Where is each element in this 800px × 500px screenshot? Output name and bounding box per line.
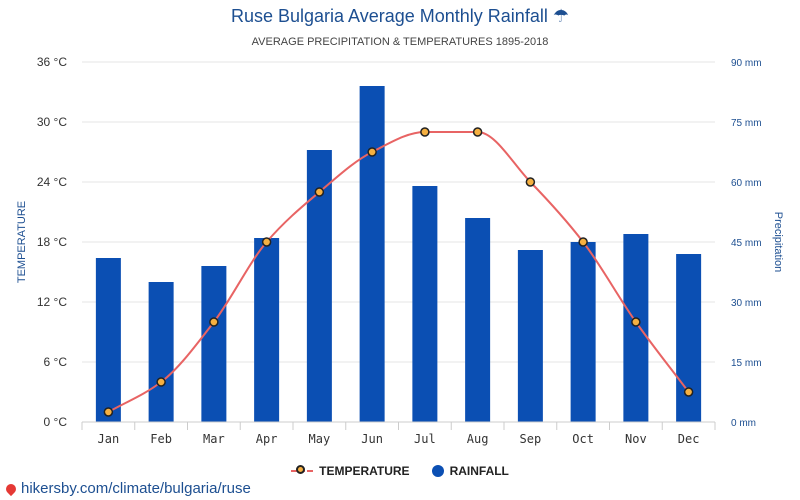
- x-tick-label: Sep: [520, 432, 542, 446]
- rainfall-bars: [95, 86, 702, 422]
- y-tick-label-right: 15 mm: [731, 358, 762, 369]
- y-tick-label-right: 75 mm: [731, 118, 762, 129]
- x-tick-label: Jan: [98, 432, 120, 446]
- umbrella-icon: ☂: [552, 6, 569, 26]
- x-tick-label: Jul: [414, 432, 436, 446]
- rainfall-bar-apr[interactable]: [254, 238, 280, 422]
- temperature-point-apr[interactable]: [261, 237, 272, 247]
- x-tick-label: Dec: [678, 432, 700, 446]
- chart-legend: TEMPERATURE RAINFALL: [0, 464, 800, 478]
- rainfall-bar-nov[interactable]: [623, 234, 649, 422]
- source-text: hikersby.com/climate/bulgaria/ruse: [21, 480, 251, 497]
- rainfall-bar-jul[interactable]: [412, 186, 438, 422]
- temperature-point-jun[interactable]: [367, 147, 377, 157]
- rainfall-bar-oct[interactable]: [570, 242, 596, 422]
- rainfall-bar-jan[interactable]: [95, 258, 121, 422]
- x-tick-label: Mar: [203, 432, 225, 446]
- y-axis-left-title: TEMPERATURE: [16, 201, 28, 283]
- temperature-point-jul[interactable]: [420, 127, 430, 137]
- x-tick-label: Aug: [467, 432, 489, 446]
- rainfall-bar-feb[interactable]: [148, 282, 174, 422]
- temperature-line-marker-icon: [291, 465, 314, 477]
- legend-item-rainfall[interactable]: RAINFALL: [431, 464, 509, 478]
- x-tick-label: Feb: [150, 432, 172, 446]
- x-tick-label: May: [309, 432, 331, 446]
- y-tick-label-left: 12 °C: [37, 295, 67, 309]
- y-tick-label-left: 18 °C: [37, 235, 67, 249]
- y-tick-label-right: 45 mm: [731, 238, 762, 249]
- y-tick-label-right: 30 mm: [731, 298, 762, 309]
- chart-title: Ruse Bulgaria Average Monthly Rainfall ☂: [0, 6, 800, 27]
- temperature-point-dec[interactable]: [683, 387, 694, 397]
- y-tick-label-left: 36 °C: [37, 55, 67, 69]
- rainfall-bar-sep[interactable]: [517, 250, 543, 422]
- y-tick-label-right: 60 mm: [731, 178, 762, 189]
- legend-label-rainfall: RAINFALL: [449, 464, 509, 478]
- y-tick-label-left: 24 °C: [37, 175, 67, 189]
- temperature-point-sep[interactable]: [525, 177, 536, 187]
- axes: [81, 421, 716, 430]
- y-axis-right-title: Precipitation: [772, 212, 784, 273]
- chart-subtitle: AVERAGE PRECIPITATION & TEMPERATURES 189…: [251, 36, 549, 48]
- temperature-point-may[interactable]: [314, 187, 325, 197]
- map-pin-icon: [3, 481, 19, 496]
- y-tick-label-right: 90 mm: [731, 58, 762, 69]
- x-tick-label: Apr: [256, 432, 278, 446]
- x-tick-label: Jun: [361, 432, 383, 446]
- chart-title-text: Ruse Bulgaria Average Monthly Rainfall: [230, 6, 548, 26]
- y-tick-label-left: 6 °C: [44, 355, 68, 369]
- temperature-point-mar[interactable]: [209, 317, 219, 327]
- temperature-point-jan[interactable]: [103, 407, 114, 417]
- y-tick-label-left: 30 °C: [37, 115, 67, 129]
- temperature-point-nov[interactable]: [631, 317, 641, 327]
- rainfall-bar-mar[interactable]: [201, 266, 227, 422]
- temperature-line: [103, 127, 694, 417]
- legend-label-temperature: TEMPERATURE: [319, 464, 410, 478]
- temperature-line-path: [107, 131, 690, 413]
- x-tick-label: Nov: [625, 432, 647, 446]
- x-tick-label: Oct: [572, 432, 594, 446]
- rainfall-bar-dec[interactable]: [676, 254, 702, 422]
- rainfall-swatch-icon: [431, 465, 444, 477]
- temperature-point-oct[interactable]: [578, 237, 588, 247]
- temperature-point-feb[interactable]: [156, 377, 166, 387]
- y-tick-label-right: 0 mm: [731, 418, 756, 429]
- legend-item-temperature[interactable]: TEMPERATURE: [291, 464, 410, 478]
- rainfall-bar-jun[interactable]: [359, 86, 385, 422]
- tick-labels: 0 °C 0 mm 6 °C 15 mm 12 °C 30 mm 18 °C 45 mm 24 …: [37, 55, 762, 446]
- temperature-point-aug[interactable]: [472, 127, 483, 137]
- source-link[interactable]: hikersby.com/climate/bulgaria/ruse: [3, 480, 251, 497]
- rainfall-bar-aug[interactable]: [465, 218, 491, 422]
- y-tick-label-left: 0 °C: [44, 415, 68, 429]
